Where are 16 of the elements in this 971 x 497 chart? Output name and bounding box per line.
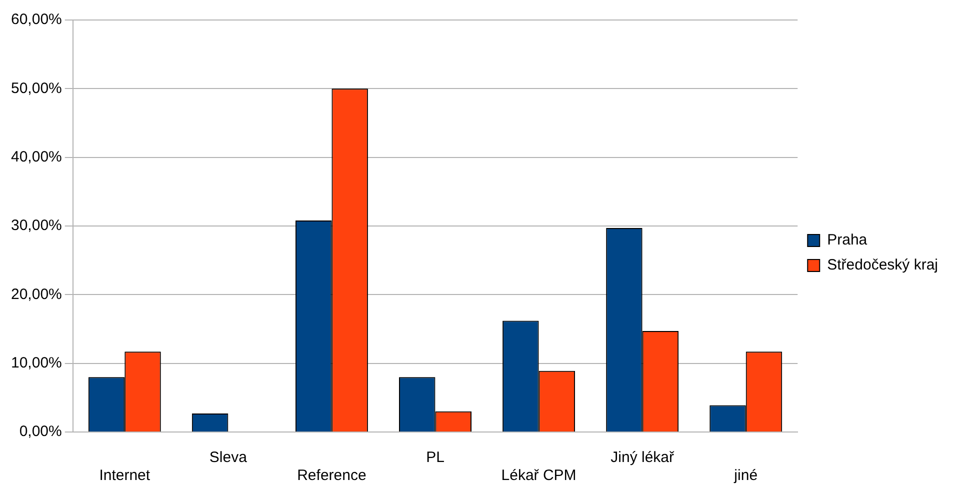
y-tick-label: 40,00% xyxy=(11,148,62,166)
y-tick-label: 30,00% xyxy=(11,217,62,234)
x-tick-label: jiné xyxy=(733,467,758,484)
x-tick-label: PL xyxy=(426,449,444,466)
y-tick-label: 0,00% xyxy=(19,423,62,440)
legend-label: Praha xyxy=(827,232,868,249)
legend-label: Středočeský kraj xyxy=(827,256,938,274)
y-tick-label: 60,00% xyxy=(11,11,62,28)
x-tick-label: Lékař CPM xyxy=(501,467,576,484)
x-tick-label: Jiný lékař xyxy=(610,449,675,466)
y-tick-label: 20,00% xyxy=(11,286,62,303)
x-tick-label: Sleva xyxy=(209,449,248,466)
x-tick-label: Reference xyxy=(297,467,366,484)
x-tick-label: Internet xyxy=(99,467,151,484)
y-tick-label: 50,00% xyxy=(11,80,62,97)
y-tick-label: 10,00% xyxy=(11,354,62,372)
